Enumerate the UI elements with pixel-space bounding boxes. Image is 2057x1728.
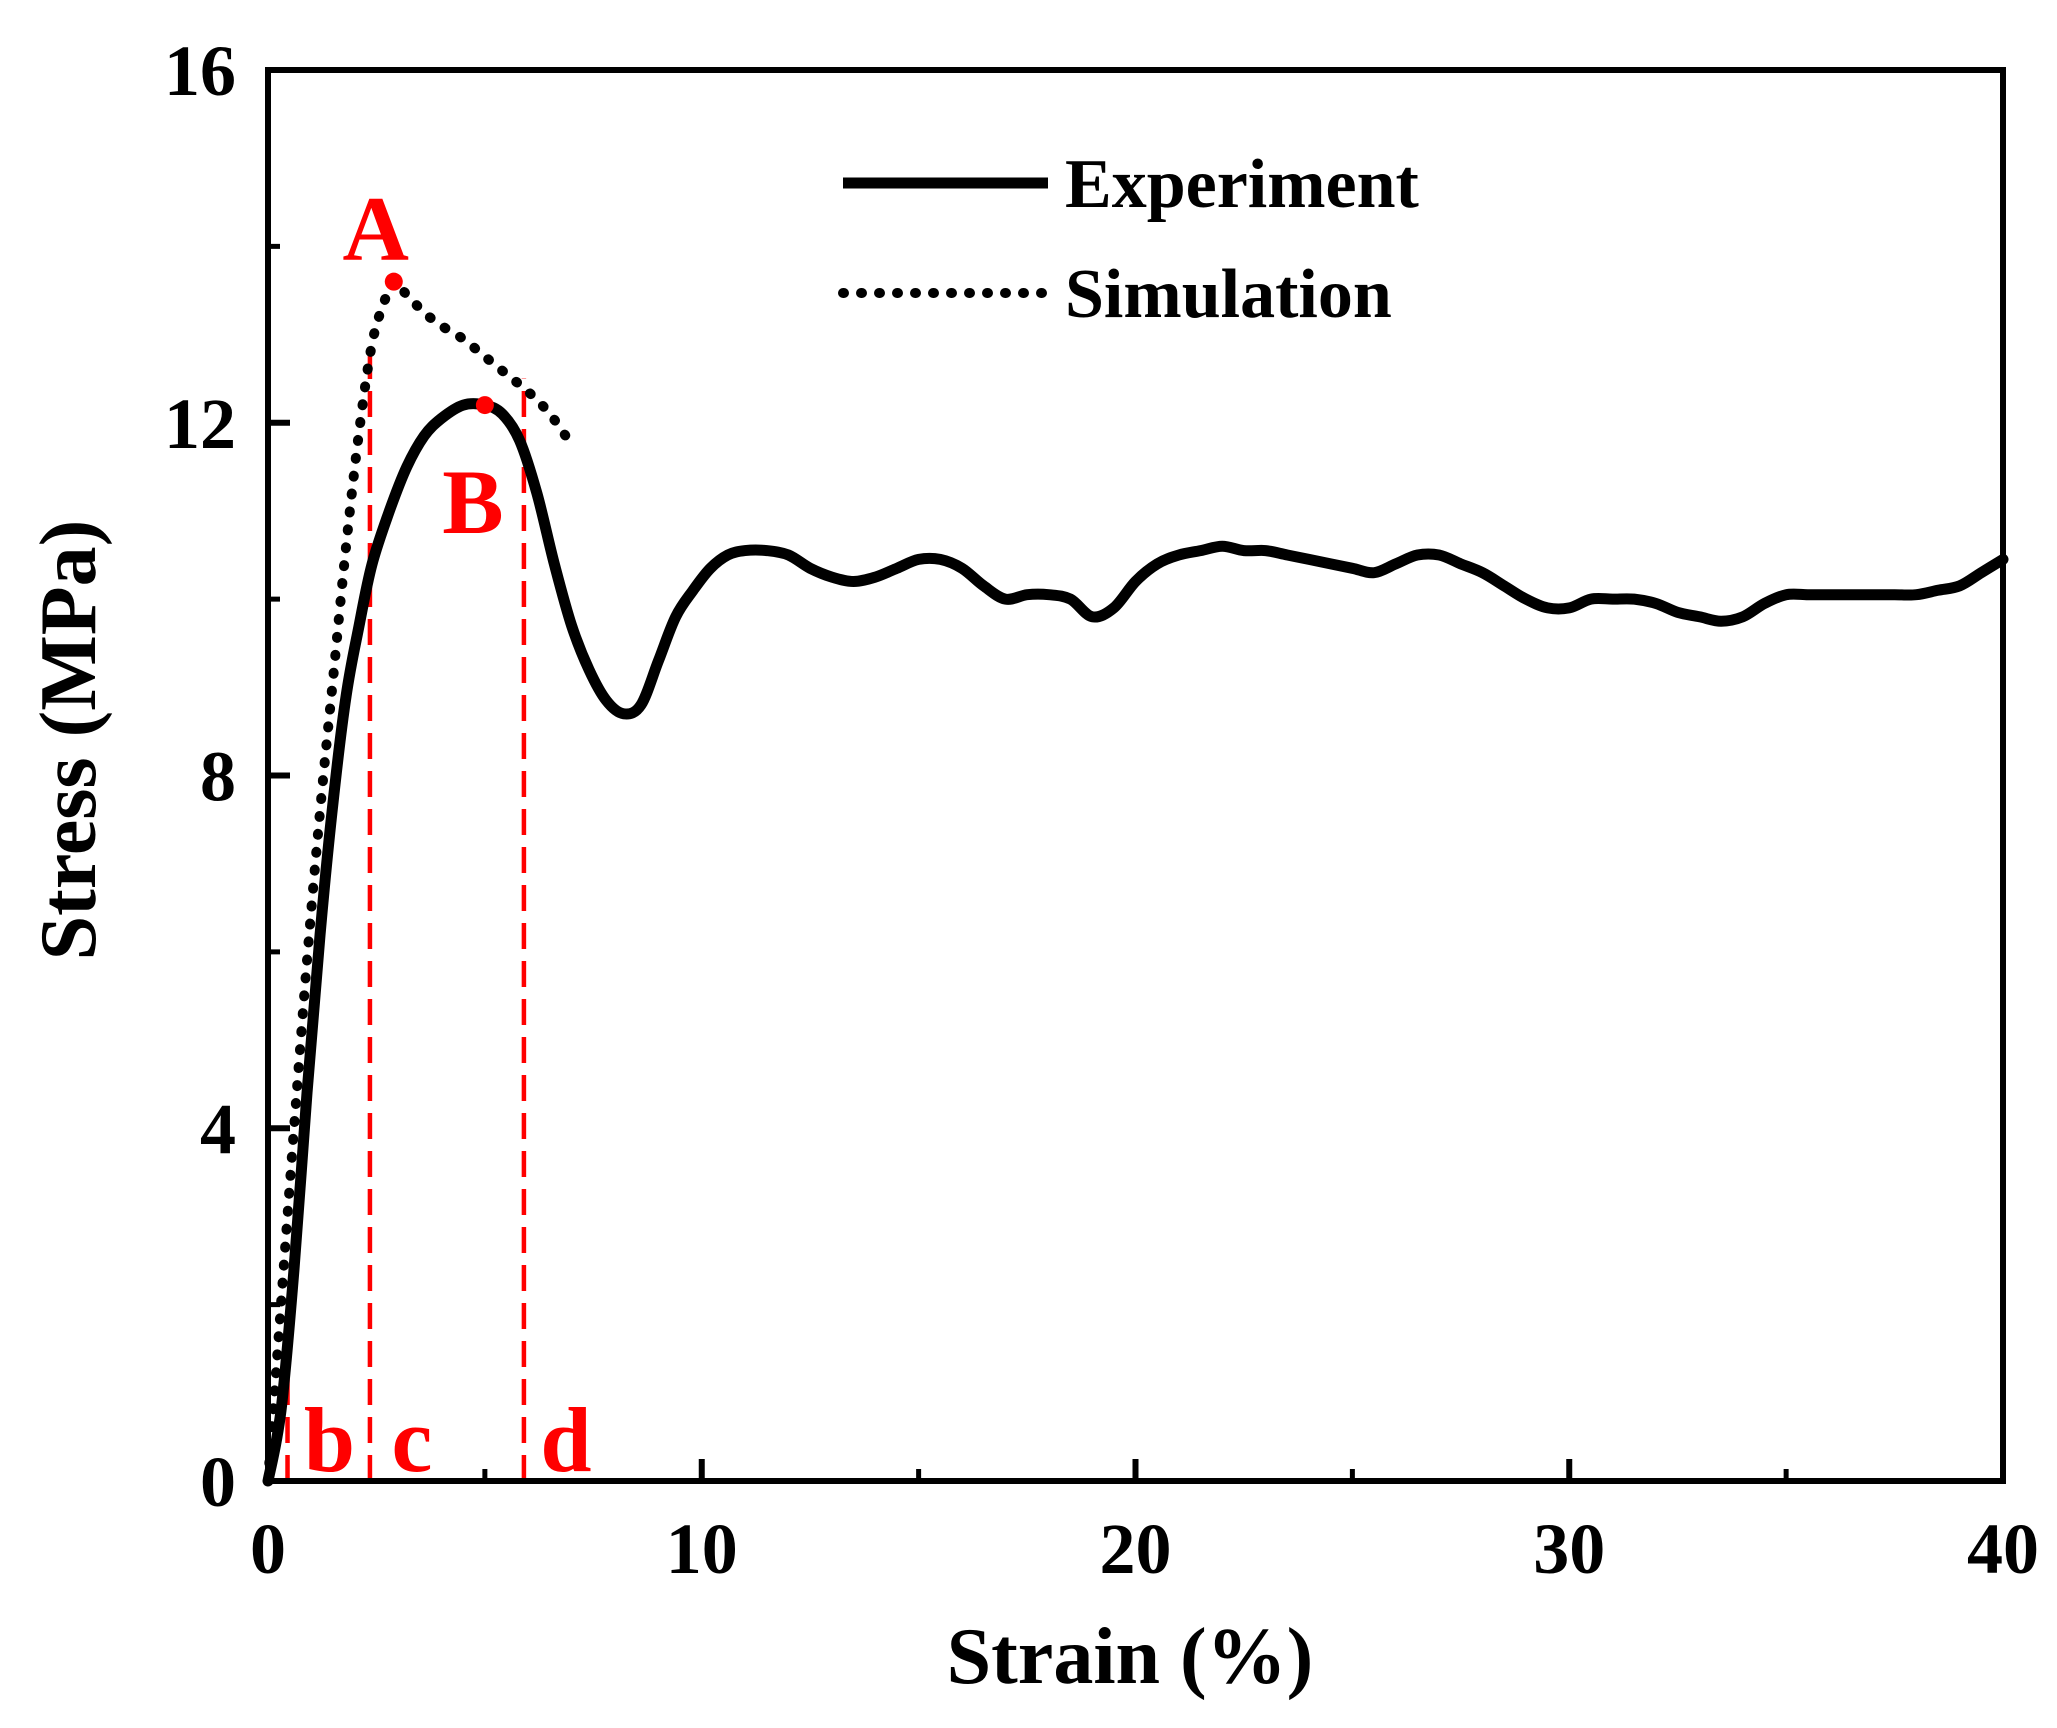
label-b: b [304, 1389, 355, 1491]
y-tick-label: 16 [164, 31, 236, 111]
x-tick-label: 0 [250, 1509, 286, 1589]
legend: Experiment Simulation [838, 146, 1419, 333]
x-tick-label: 40 [1967, 1509, 2039, 1589]
label-d: d [540, 1389, 591, 1491]
x-tick-label: 10 [666, 1509, 738, 1589]
y-axis-title: Stress (MPa) [25, 520, 113, 961]
y-tick-label: 12 [164, 384, 236, 464]
legend-label-simulation: Simulation [1065, 256, 1392, 333]
y-tick-label: 0 [200, 1442, 236, 1522]
annotation-labels-layer: A Bb c d [304, 178, 592, 1491]
x-tick-label: 30 [1533, 1509, 1605, 1589]
series-line-experiment [262, 398, 2009, 1487]
marker-points-layer [384, 272, 494, 415]
y-tick-label: 8 [200, 737, 236, 817]
label-A: A [343, 178, 409, 280]
ticks-layer: 0 10 20 30 40 0 4 8 12 16 [164, 31, 2039, 1589]
legend-label-experiment: Experiment [1065, 146, 1419, 223]
point-A [384, 272, 403, 291]
point-B [475, 396, 494, 415]
label-c: c [392, 1389, 433, 1491]
label-B: B [442, 451, 503, 553]
x-axis-title: Strain (%) [947, 1613, 1314, 1701]
y-tick-label: 4 [200, 1089, 236, 1169]
x-tick-label: 20 [1100, 1509, 1172, 1589]
series-layer [262, 276, 2009, 1487]
series-line-simulation [263, 276, 577, 1486]
